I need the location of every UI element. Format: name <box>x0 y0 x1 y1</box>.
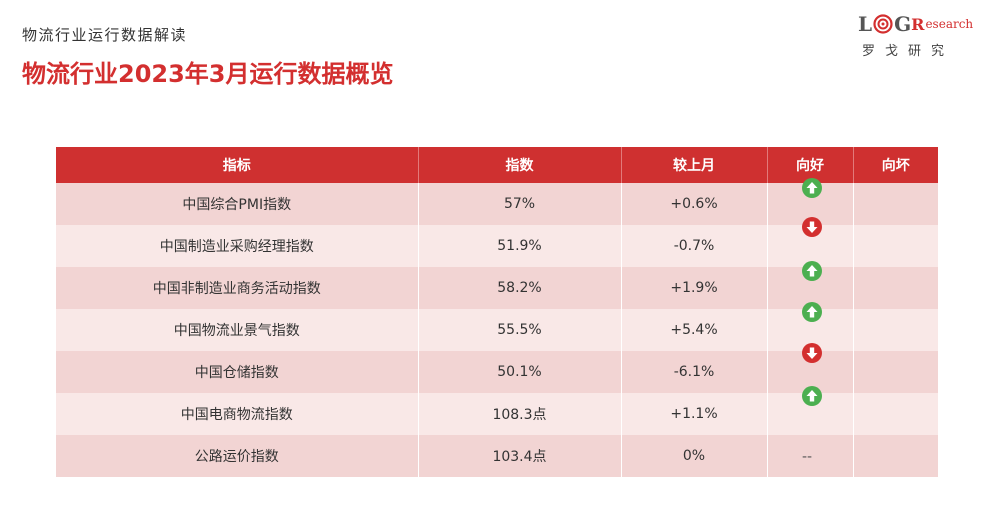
cell-change: +1.1% <box>621 393 768 435</box>
cell-value: 50.1% <box>418 351 622 393</box>
cell-change: +5.4% <box>621 309 768 351</box>
table-row: 中国电商物流指数 108.3点 +1.1% <box>56 393 938 435</box>
cell-change: +0.6% <box>621 183 768 225</box>
header-index: 指数 <box>418 147 622 183</box>
cell-value: 57% <box>418 183 622 225</box>
cell-good <box>767 435 854 477</box>
page-subtitle: 物流行业运行数据解读 <box>22 26 188 44</box>
logo-cn-name: 罗戈研究 <box>862 44 955 59</box>
cell-change: +1.9% <box>621 267 768 309</box>
table-header-row: 指标 指数 较上月 向好 向坏 <box>56 147 938 183</box>
cell-good <box>767 393 854 435</box>
table-row: 中国仓储指数 50.1% -6.1% <box>56 351 938 393</box>
header-indicator: 指标 <box>56 147 419 183</box>
cell-bad <box>853 183 938 225</box>
cell-value: 103.4点 <box>418 435 622 477</box>
cell-change: -0.7% <box>621 225 768 267</box>
cell-good <box>767 351 854 393</box>
cell-change: 0% <box>621 435 768 477</box>
cell-name: 中国电商物流指数 <box>56 393 419 435</box>
cell-name: 中国物流业景气指数 <box>56 309 419 351</box>
logo-research-text: esearch <box>925 17 974 31</box>
logo-letter-l: L <box>858 12 873 36</box>
data-table: 指标 指数 较上月 向好 向坏 中国综合PMI指数 57% +0.6% 中国制造… <box>56 147 938 477</box>
cell-bad <box>853 393 938 435</box>
cell-value: 51.9% <box>418 225 622 267</box>
cell-name: 中国仓储指数 <box>56 351 419 393</box>
cell-good <box>767 183 854 225</box>
target-icon <box>873 14 893 34</box>
cell-bad <box>853 351 938 393</box>
header-change: 较上月 <box>621 147 768 183</box>
page-title: 物流行业2023年3月运行数据概览 <box>22 60 394 88</box>
header-good: 向好 <box>767 147 854 183</box>
logo-letter-g: G <box>894 12 912 36</box>
cell-name: 公路运价指数 <box>56 435 419 477</box>
table-row: 中国综合PMI指数 57% +0.6% <box>56 183 938 225</box>
cell-value: 55.5% <box>418 309 622 351</box>
cell-bad <box>853 225 938 267</box>
cell-name: 中国非制造业商务活动指数 <box>56 267 419 309</box>
cell-value: 108.3点 <box>418 393 622 435</box>
table-row: 中国非制造业商务活动指数 58.2% +1.9% <box>56 267 938 309</box>
table-row: 公路运价指数 103.4点 0% <box>56 435 938 477</box>
logo: L G R esearch 罗戈研究 <box>858 12 978 62</box>
cell-bad <box>853 435 938 477</box>
table-row: 中国制造业采购经理指数 51.9% -0.7% <box>56 225 938 267</box>
cell-change: -6.1% <box>621 351 768 393</box>
cell-good <box>767 225 854 267</box>
logo-letter-r: R <box>911 14 925 34</box>
cell-name: 中国制造业采购经理指数 <box>56 225 419 267</box>
cell-good <box>767 309 854 351</box>
cell-bad <box>853 267 938 309</box>
header-bad: 向坏 <box>853 147 938 183</box>
table-row: 中国物流业景气指数 55.5% +5.4% <box>56 309 938 351</box>
cell-bad <box>853 309 938 351</box>
cell-name: 中国综合PMI指数 <box>56 183 419 225</box>
cell-value: 58.2% <box>418 267 622 309</box>
cell-good <box>767 267 854 309</box>
